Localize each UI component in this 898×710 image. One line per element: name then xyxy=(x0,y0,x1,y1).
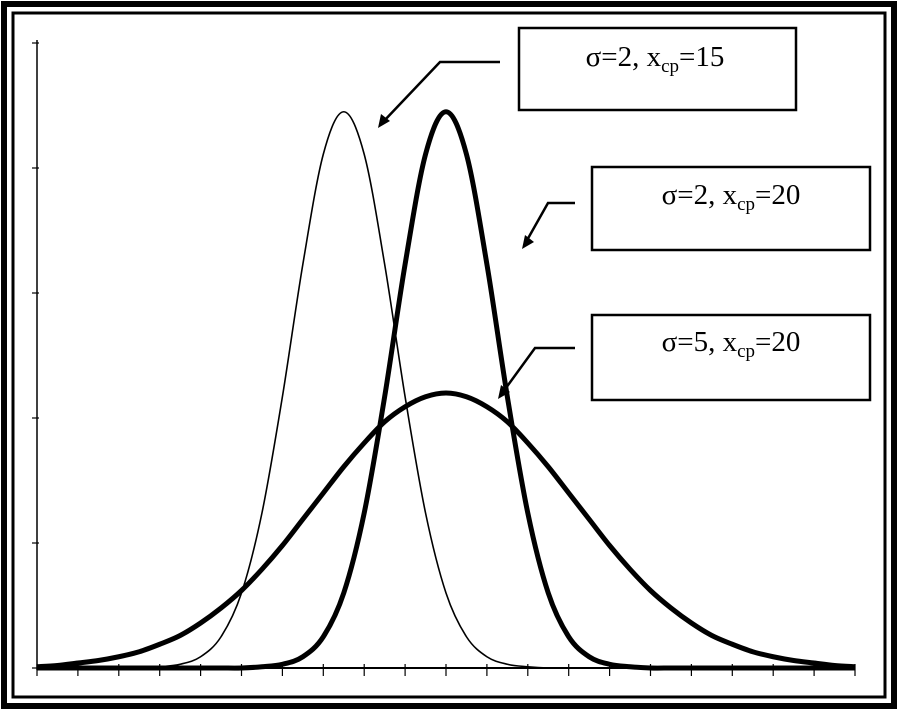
annotation-text: σ=2, xcp=15 xyxy=(586,41,725,77)
annotation-box xyxy=(590,313,872,402)
annotation-main: σ=5, x xyxy=(662,326,738,358)
annotation-arrow xyxy=(382,60,500,123)
annotation-box xyxy=(590,165,872,252)
arrow-head xyxy=(378,114,390,128)
annotation-text: σ=5, xcp=20 xyxy=(662,326,801,362)
annotation-subscript: cp xyxy=(661,56,679,77)
annotation-box xyxy=(517,26,798,112)
annotation-subscript: cp xyxy=(737,194,755,215)
annotation-suffix: =15 xyxy=(679,41,724,73)
annotation-suffix: =20 xyxy=(755,326,800,358)
inner-frame xyxy=(11,11,887,699)
curve xyxy=(36,390,856,670)
arrow-head xyxy=(498,385,510,399)
arrow-head xyxy=(522,235,534,249)
annotation-arrow xyxy=(501,346,575,393)
annotation-main: σ=2, x xyxy=(586,41,662,73)
curve xyxy=(37,109,855,671)
annotation-arrow xyxy=(524,201,575,243)
annotation-text: σ=2, xcp=20 xyxy=(662,179,801,215)
annotation-suffix: =20 xyxy=(755,179,800,211)
annotation-main: σ=2, x xyxy=(662,179,738,211)
annotation-subscript: cp xyxy=(737,341,755,362)
